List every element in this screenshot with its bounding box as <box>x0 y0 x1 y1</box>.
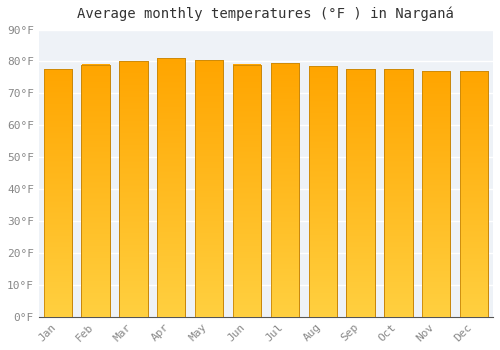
Bar <box>460 71 488 317</box>
Bar <box>233 65 261 317</box>
Bar <box>346 69 375 317</box>
Bar <box>195 60 224 317</box>
Bar <box>384 69 412 317</box>
Bar <box>270 63 299 317</box>
Bar <box>422 71 450 317</box>
Bar <box>308 66 337 317</box>
Bar <box>157 58 186 317</box>
Bar <box>82 65 110 317</box>
Bar <box>119 62 148 317</box>
Bar <box>384 69 412 317</box>
Bar <box>44 69 72 317</box>
Bar <box>308 66 337 317</box>
Bar <box>422 71 450 317</box>
Bar <box>346 69 375 317</box>
Bar <box>44 69 72 317</box>
Bar <box>460 71 488 317</box>
Bar <box>233 65 261 317</box>
Bar <box>82 65 110 317</box>
Bar <box>119 62 148 317</box>
Title: Average monthly temperatures (°F ) in Narganá: Average monthly temperatures (°F ) in Na… <box>78 7 454 21</box>
Bar <box>195 60 224 317</box>
Bar <box>157 58 186 317</box>
Bar <box>270 63 299 317</box>
